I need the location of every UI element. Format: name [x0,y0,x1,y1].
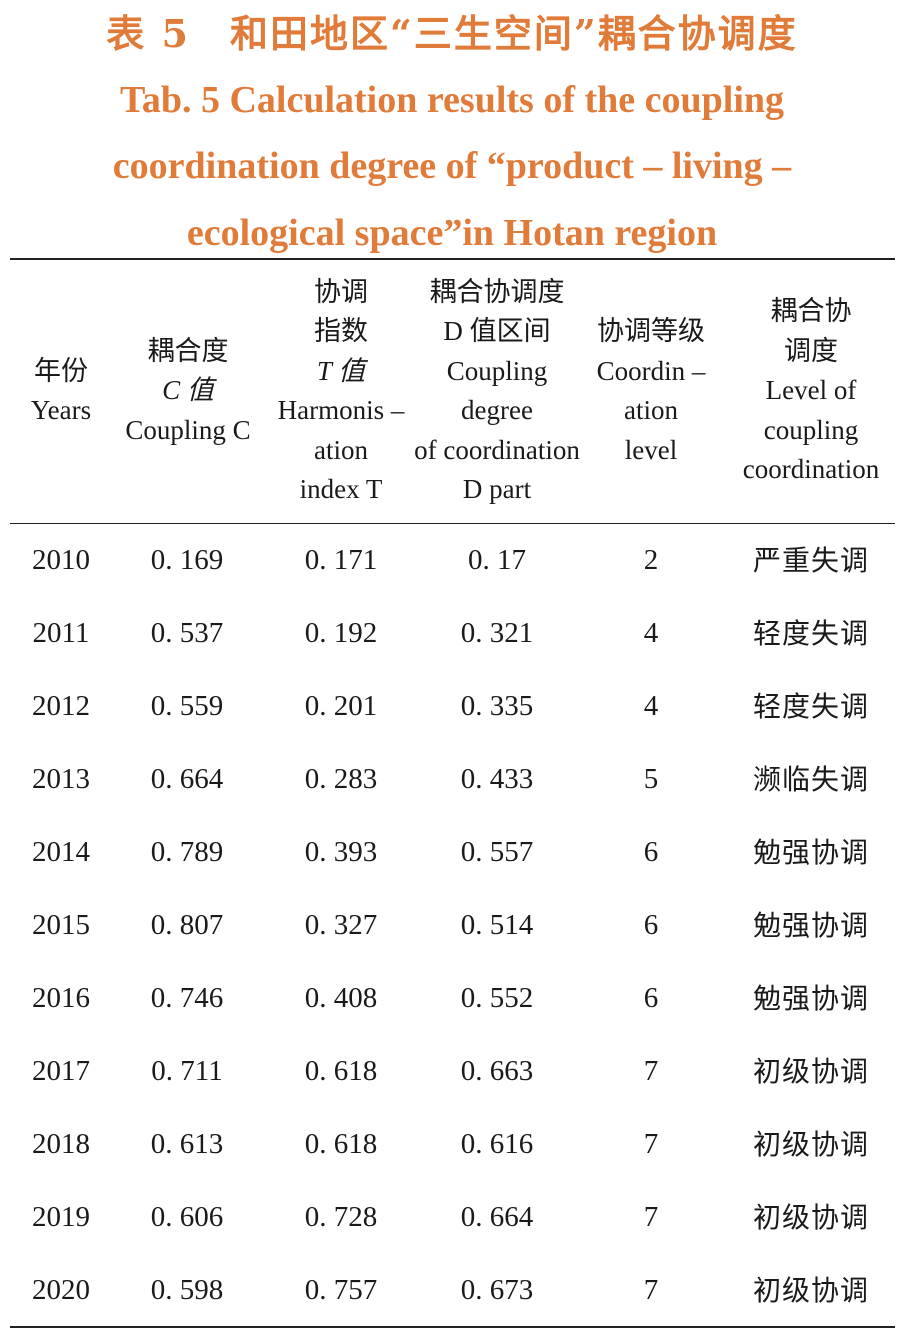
table-top-rule [10,258,895,260]
cell-year: 2016 [32,982,90,1014]
cell-coupling: 0. 169 [150,544,224,576]
cell-coupling: 0. 598 [150,1274,224,1306]
cell-harmonisation: 0. 201 [304,690,378,722]
caption-english-line-3: ecological space”in Hotan region [186,212,718,254]
cell-coupling: 0. 613 [150,1128,224,1160]
cell-coupling: 0. 789 [150,836,224,868]
table-row: 2016 0. 746 0. 408 0. 552 6 勉强协调 [0,962,904,1035]
table-row: 2019 0. 606 0. 728 0. 664 7 初级协调 [0,1181,904,1254]
cell-harmonisation: 0. 393 [304,836,378,868]
cell-coupling: 0. 559 [150,690,224,722]
cell-year: 2015 [32,909,90,941]
cell-coupling: 0. 711 [151,1055,223,1087]
header-coupling: 耦合度 C 值 Coupling C [125,335,251,445]
table-row: 2015 0. 807 0. 327 0. 514 6 勉强协调 [0,889,904,962]
cell-d-value: 0. 664 [460,1201,534,1233]
cell-level-description: 轻度失调 [752,690,869,723]
cell-year: 2014 [32,836,90,868]
caption-english-line-1: Tab. 5 Calculation results of the coupli… [119,79,785,121]
cell-level: 4 [643,617,659,649]
cell-level: 7 [643,1201,659,1233]
cell-d-value: 0. 673 [460,1274,534,1306]
cell-level: 6 [643,982,659,1014]
cell-harmonisation: 0. 728 [304,1201,378,1233]
cell-year: 2010 [32,544,90,576]
table-row: 2012 0. 559 0. 201 0. 335 4 轻度失调 [0,670,904,743]
cell-level-description: 初级协调 [752,1055,869,1088]
cell-level-description: 初级协调 [752,1201,869,1234]
cell-harmonisation: 0. 171 [304,544,378,576]
cell-level-description: 严重失调 [752,544,869,577]
cell-level: 4 [643,690,659,722]
cell-year: 2020 [32,1274,90,1306]
cell-level-description: 勉强协调 [752,909,869,942]
cell-level: 7 [643,1055,659,1087]
cell-harmonisation: 0. 192 [304,617,378,649]
cell-year: 2018 [32,1128,90,1160]
cell-d-value: 0. 433 [460,763,534,795]
header-harmonisation: 协调 指数 T 值 Harmonis – ation index T [277,276,405,505]
header-year: 年份 Years [30,355,92,426]
cell-coupling: 0. 606 [150,1201,224,1233]
table-row: 2011 0. 537 0. 192 0. 321 4 轻度失调 [0,597,904,670]
cell-d-value: 0. 321 [460,617,534,649]
table-row: 2010 0. 169 0. 171 0. 17 2 严重失调 [0,524,904,597]
table-row: 2020 0. 598 0. 757 0. 673 7 初级协调 [0,1254,904,1327]
table-row: 2014 0. 789 0. 393 0. 557 6 勉强协调 [0,816,904,889]
table-row: 2018 0. 613 0. 618 0. 616 7 初级协调 [0,1108,904,1181]
cell-level: 6 [643,836,659,868]
header-level-description: 耦合协 调度 Level of coupling coordination [742,296,880,485]
header-coordination-level: 协调等级 Coordin – ation level [596,316,706,465]
caption-chinese: 表 5 和田地区“三生空间”耦合协调度 [106,11,798,56]
cell-coupling: 0. 664 [150,763,224,795]
header-d-range: 耦合协调度 D 值区间 Coupling degree of coordinat… [414,276,580,505]
cell-year: 2011 [32,617,90,649]
cell-d-value: 0. 616 [460,1128,534,1160]
cell-level-description: 轻度失调 [752,617,869,650]
table-header-rule [10,523,895,524]
cell-harmonisation: 0. 408 [304,982,378,1014]
cell-harmonisation: 0. 618 [304,1128,378,1160]
cell-harmonisation: 0. 283 [304,763,378,795]
cell-level: 6 [643,909,659,941]
cell-harmonisation: 0. 757 [304,1274,378,1306]
cell-level-description: 勉强协调 [752,982,869,1015]
table-row: 2017 0. 711 0. 618 0. 663 7 初级协调 [0,1035,904,1108]
cell-level: 7 [643,1128,659,1160]
cell-year: 2013 [32,763,90,795]
table-bottom-rule [10,1326,895,1328]
cell-year: 2017 [32,1055,90,1087]
cell-coupling: 0. 537 [150,617,224,649]
cell-harmonisation: 0. 618 [304,1055,378,1087]
cell-coupling: 0. 807 [150,909,224,941]
cell-year: 2012 [32,690,90,722]
cell-level: 7 [643,1274,659,1306]
cell-d-value: 0. 514 [460,909,534,941]
cell-d-value: 0. 17 [468,544,526,576]
caption-english-line-2: coordination degree of “product – living… [112,145,792,187]
cell-level-description: 勉强协调 [752,836,869,869]
cell-d-value: 0. 663 [460,1055,534,1087]
cell-level-description: 初级协调 [752,1274,869,1307]
cell-level-description: 濒临失调 [752,763,869,796]
cell-d-value: 0. 557 [460,836,534,868]
cell-harmonisation: 0. 327 [304,909,378,941]
cell-d-value: 0. 335 [460,690,534,722]
cell-level-description: 初级协调 [752,1128,869,1161]
cell-year: 2019 [32,1201,90,1233]
cell-d-value: 0. 552 [460,982,534,1014]
cell-coupling: 0. 746 [150,982,224,1014]
table-row: 2013 0. 664 0. 283 0. 433 5 濒临失调 [0,743,904,816]
cell-level: 2 [643,544,659,576]
cell-level: 5 [643,763,659,795]
